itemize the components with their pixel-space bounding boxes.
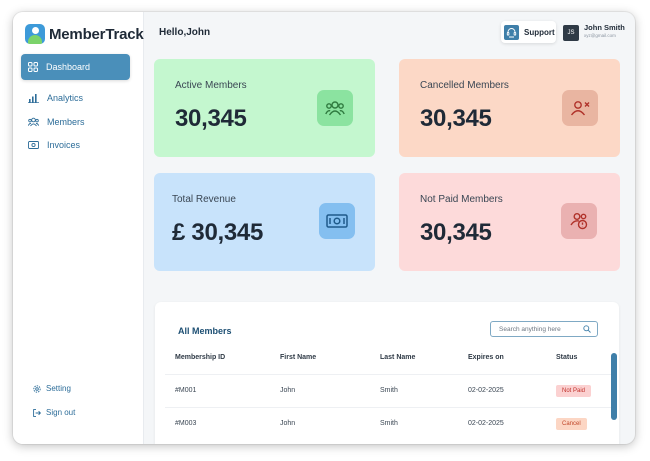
signout-label: Sign out	[46, 408, 76, 417]
column-header-first-name[interactable]: First Name	[280, 354, 317, 361]
app-name: MemberTrack	[49, 25, 144, 43]
logout-icon	[33, 408, 41, 417]
stat-value: 30,345	[420, 105, 492, 132]
stat-label: Active Members	[175, 80, 247, 91]
avatar: JS	[563, 25, 579, 41]
stat-label: Not Paid Members	[420, 194, 503, 205]
cell-expires-on: 02-02-2025	[468, 387, 504, 394]
setting-link[interactable]: Setting	[33, 384, 71, 393]
table-row[interactable]: #M003 John Smith 02-02-2025 Cancel	[165, 407, 611, 440]
stat-value: £ 30,345	[172, 219, 264, 246]
bar-chart-icon	[28, 94, 39, 103]
column-header-expires-on[interactable]: Expires on	[468, 354, 504, 361]
headset-icon	[504, 24, 519, 40]
sidebar: MemberTrack Dashboard Analytics Members …	[13, 12, 144, 444]
search-input[interactable]	[499, 325, 579, 333]
setting-label: Setting	[46, 384, 71, 393]
support-label: Support	[524, 27, 555, 37]
sidebar-item-members[interactable]: Members	[21, 109, 130, 135]
stat-card-not-paid-members[interactable]: Not Paid Members 30,345	[399, 173, 620, 271]
user-menu[interactable]: JS John Smith xyz@gmail.com	[563, 23, 625, 41]
greeting: Hello,John	[159, 27, 211, 38]
stat-card-active-members[interactable]: Active Members 30,345	[154, 59, 375, 157]
stat-label: Total Revenue	[172, 194, 236, 205]
stat-card-total-revenue[interactable]: Total Revenue £ 30,345	[154, 173, 375, 271]
grid-icon	[28, 62, 38, 72]
app-window: MemberTrack Dashboard Analytics Members …	[13, 12, 635, 444]
cash-icon	[28, 141, 39, 149]
stat-value: 30,345	[420, 219, 492, 246]
gear-icon	[33, 384, 41, 393]
logo: MemberTrack	[25, 24, 144, 44]
cell-first-name: John	[280, 420, 296, 427]
cell-first-name: John	[280, 387, 296, 394]
logo-icon	[25, 24, 45, 44]
search-icon[interactable]	[583, 325, 591, 333]
users-icon	[317, 90, 353, 126]
user-name: John Smith	[584, 23, 625, 32]
sidebar-item-label: Dashboard	[46, 62, 91, 72]
sidebar-item-label: Invoices	[47, 140, 81, 150]
users-icon	[28, 117, 39, 127]
status-badge: Cancel	[556, 418, 587, 430]
cell-expires-on: 02-02-2025	[468, 420, 504, 427]
sidebar-item-label: Analytics	[47, 93, 84, 103]
table-scrollbar-thumb[interactable]	[611, 353, 617, 420]
cash-icon	[319, 203, 355, 239]
column-header-status[interactable]: Status	[556, 354, 578, 361]
sidebar-item-analytics[interactable]: Analytics	[21, 85, 130, 111]
search-box[interactable]	[490, 321, 598, 337]
users-alert-icon	[561, 203, 597, 239]
status-badge: Not Paid	[556, 385, 592, 397]
cell-last-name: Smith	[380, 420, 398, 427]
stat-card-cancelled-members[interactable]: Cancelled Members 30,345	[399, 59, 620, 157]
column-header-membership-id[interactable]: Membership ID	[175, 354, 226, 361]
members-table-panel: All Members Membership ID First Name Las…	[155, 302, 619, 444]
support-button[interactable]: Support	[501, 21, 556, 43]
stat-value: 30,345	[175, 105, 247, 132]
column-header-last-name[interactable]: Last Name	[380, 354, 416, 361]
cell-last-name: Smith	[380, 387, 398, 394]
signout-link[interactable]: Sign out	[33, 408, 75, 417]
table-row[interactable]: #M001 John Smith 02-02-2025 Not Paid	[165, 374, 611, 407]
cell-membership-id: #M001	[175, 387, 197, 394]
user-email: xyz@gmail.com	[584, 33, 616, 38]
user-x-icon	[562, 90, 598, 126]
cell-membership-id: #M003	[175, 420, 197, 427]
sidebar-item-invoices[interactable]: Invoices	[21, 132, 130, 158]
sidebar-item-dashboard[interactable]: Dashboard	[21, 54, 130, 80]
stat-label: Cancelled Members	[420, 80, 509, 91]
sidebar-item-label: Members	[47, 117, 85, 127]
table-title: All Members	[178, 326, 232, 336]
